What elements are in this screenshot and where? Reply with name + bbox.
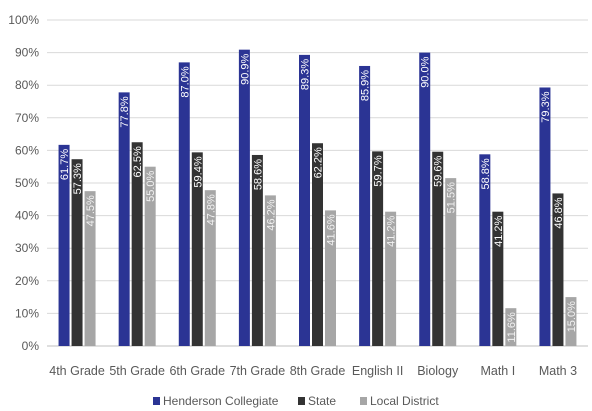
data-label: 46.8% xyxy=(553,197,565,228)
data-label: 46.2% xyxy=(265,199,277,230)
x-category-label: Math 3 xyxy=(539,364,577,378)
bar xyxy=(432,151,444,346)
x-category-label: 5th Grade xyxy=(109,364,165,378)
legend-label: Henderson Collegiate xyxy=(163,394,279,408)
bar xyxy=(492,211,504,346)
bar xyxy=(144,166,156,346)
y-tick-label: 80% xyxy=(15,78,39,92)
bar xyxy=(505,308,517,346)
data-label: 47.5% xyxy=(85,195,97,226)
x-axis-categories: 4th Grade 5th Grade 6th Grade 7th Grade 8th … xyxy=(49,364,577,378)
data-label: 79.3% xyxy=(540,91,552,122)
data-label: 90.9% xyxy=(239,53,251,84)
y-tick-label: 30% xyxy=(15,241,39,255)
data-label: 47.8% xyxy=(205,194,217,225)
bar xyxy=(118,92,130,346)
x-category-label: 6th Grade xyxy=(169,364,225,378)
bars xyxy=(58,49,577,347)
data-label: 59.4% xyxy=(192,156,204,187)
bar xyxy=(385,211,397,346)
data-label: 87.0% xyxy=(179,66,191,97)
x-category-label: 4th Grade xyxy=(49,364,105,378)
x-category-label: Math I xyxy=(480,364,515,378)
data-label: 41.6% xyxy=(326,214,338,245)
y-tick-label: 90% xyxy=(15,46,39,60)
legend-label: Local District xyxy=(370,394,439,408)
bar xyxy=(264,195,276,346)
bar xyxy=(325,210,336,346)
y-tick-label: 60% xyxy=(15,143,39,157)
data-label: 57.3% xyxy=(72,163,84,194)
legend-label: State xyxy=(308,394,336,408)
y-tick-label: 100% xyxy=(8,13,39,27)
data-label: 90.0% xyxy=(420,56,432,87)
y-axis-ticks: 0% 10% 20% 30% 40% 50% 60% 70% 80% 90% 100% xyxy=(8,13,39,353)
bar xyxy=(191,152,203,346)
data-label: 85.9% xyxy=(360,70,372,101)
bar xyxy=(178,62,190,346)
bar xyxy=(238,49,250,346)
bar xyxy=(552,193,564,346)
bar xyxy=(58,144,70,346)
y-tick-label: 20% xyxy=(15,274,39,288)
bar xyxy=(131,142,143,346)
data-label: 11.6% xyxy=(506,312,518,343)
bar xyxy=(479,154,491,346)
bar xyxy=(372,151,384,346)
legend-swatch xyxy=(360,397,367,405)
data-label: 77.8% xyxy=(119,96,131,127)
data-label: 62.2% xyxy=(313,147,325,178)
bar xyxy=(204,190,216,346)
data-label: 62.5% xyxy=(132,146,144,177)
data-label: 51.5% xyxy=(446,182,458,213)
bar xyxy=(71,159,83,346)
data-label: 89.3% xyxy=(300,59,312,90)
x-category-label: English II xyxy=(352,364,403,378)
data-label: 58.8% xyxy=(480,158,492,189)
y-tick-label: 10% xyxy=(15,306,39,320)
bar xyxy=(539,87,551,347)
legend: Henderson Collegiate State Local District xyxy=(153,394,439,408)
data-label: 55.0% xyxy=(145,170,157,201)
data-label: 59.7% xyxy=(373,155,385,186)
data-label: 41.2% xyxy=(386,215,398,246)
y-tick-label: 0% xyxy=(22,339,40,353)
x-category-label: Biology xyxy=(417,364,459,378)
bar xyxy=(299,54,310,347)
bar xyxy=(419,52,431,346)
bar xyxy=(84,191,96,346)
x-category-label: 7th Grade xyxy=(230,364,286,378)
data-label: 15.0% xyxy=(566,301,578,332)
data-label: 58.6% xyxy=(252,159,264,190)
bar xyxy=(312,143,323,346)
bar xyxy=(565,297,577,346)
data-labels: 61.7% 57.3%47.5% 77.8% 62.5%55.0% 87.0% 59.4%… xyxy=(59,53,578,342)
y-tick-label: 70% xyxy=(15,111,39,125)
bar xyxy=(359,65,371,346)
legend-swatch xyxy=(153,397,160,405)
bar xyxy=(251,154,263,346)
data-label: 59.6% xyxy=(433,155,445,186)
legend-swatch xyxy=(298,397,305,405)
bar xyxy=(445,178,457,346)
y-tick-label: 40% xyxy=(15,209,39,223)
data-label: 61.7% xyxy=(59,149,71,180)
data-label: 41.2% xyxy=(493,215,505,246)
x-category-label: 8th Grade xyxy=(290,364,346,378)
y-tick-label: 50% xyxy=(15,176,39,190)
